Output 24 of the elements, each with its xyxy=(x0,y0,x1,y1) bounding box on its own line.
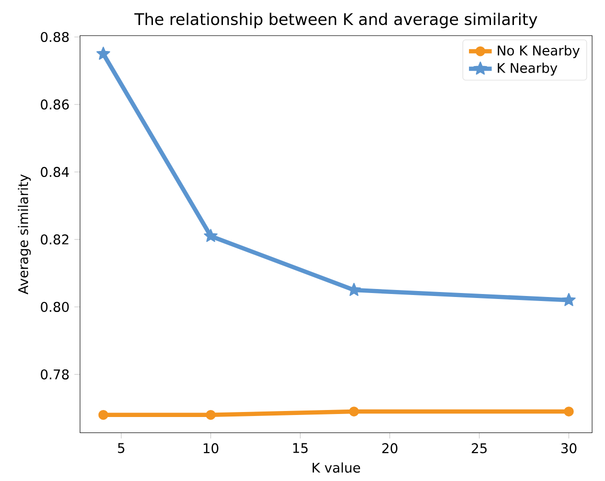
point xyxy=(98,410,108,420)
x-tick-label: 5 xyxy=(118,443,124,454)
y-tick-label: 0.80 xyxy=(40,302,69,312)
y-tick-label: 0.82 xyxy=(40,234,68,244)
x-tick-label: 15 xyxy=(293,443,308,454)
y-tick-label: 0.88 xyxy=(40,32,69,42)
x-tick-label: 10 xyxy=(204,443,218,454)
chart-title: The relationship between K and average similarity xyxy=(134,12,538,28)
legend-label: No K Nearby xyxy=(498,45,580,58)
x-tick-label: 30 xyxy=(561,443,576,454)
y-axis-title: Average similarity xyxy=(18,174,31,294)
point xyxy=(96,46,110,60)
y-tick-label: 0.86 xyxy=(40,99,69,110)
y-tick-label: 0.78 xyxy=(40,369,69,380)
point xyxy=(562,292,576,306)
point xyxy=(564,406,574,416)
point xyxy=(349,406,359,416)
x-tick-label: 25 xyxy=(472,443,487,454)
point xyxy=(206,410,216,420)
legend-label: K Nearby xyxy=(498,62,558,76)
point xyxy=(204,228,218,242)
x-axis-title: K value xyxy=(312,462,360,473)
y-tick-label: 0.84 xyxy=(40,166,69,178)
x-tick-label: 20 xyxy=(382,443,398,454)
